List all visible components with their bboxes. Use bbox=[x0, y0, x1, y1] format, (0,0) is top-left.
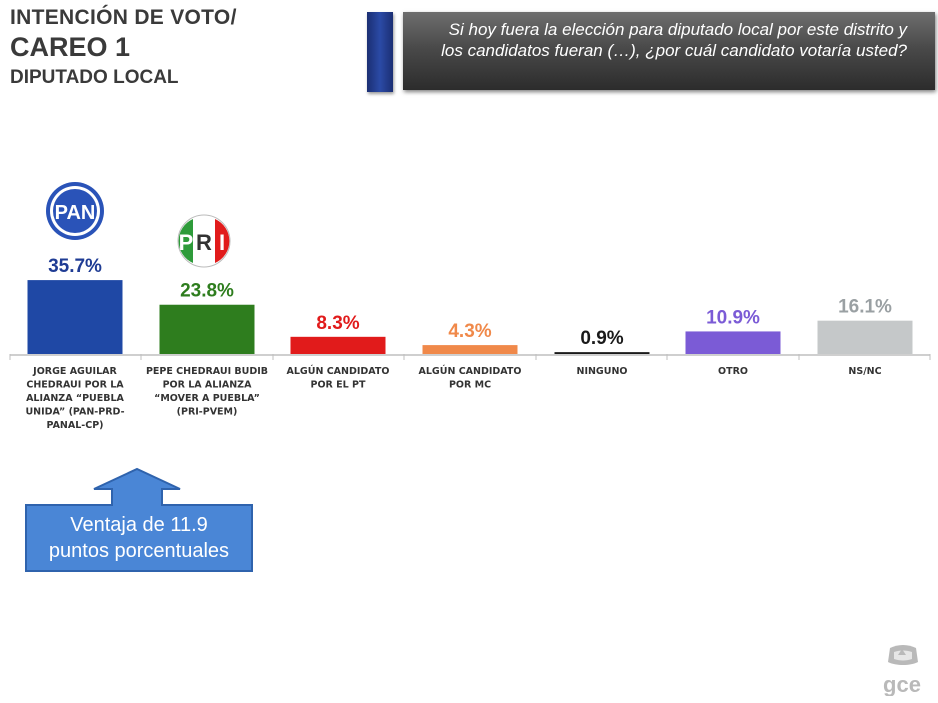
bars-layer: 35.7% 23.8% 8.3% 4.3% 0.9% 10.9% 16.1% bbox=[27, 256, 913, 354]
category-label: ALGÚN CANDIDATO POR EL PT bbox=[287, 365, 390, 391]
category-label: JORGE AGUILAR CHEDRAUI POR LA ALIANZA “PUE… bbox=[25, 366, 124, 431]
pri-letter-p: P bbox=[179, 230, 194, 255]
category-label-line: OTRO bbox=[718, 366, 748, 377]
category-label-line: POR EL PT bbox=[311, 380, 366, 391]
category-label-line: ALGÚN CANDIDATO bbox=[287, 365, 390, 377]
bar bbox=[817, 320, 913, 354]
bar bbox=[685, 331, 781, 354]
category-label: ALGÚN CANDIDATO POR MC bbox=[419, 365, 522, 391]
gce-logo-text: gce bbox=[883, 672, 921, 696]
callout-text: Ventaja de 11.9 puntos porcentuales bbox=[28, 512, 250, 564]
category-label: NS/NC bbox=[848, 366, 881, 377]
pan-logo-text: PAN bbox=[55, 202, 96, 224]
bar-value-label: 23.8% bbox=[180, 281, 234, 302]
category-label-line: UNIDA” (PAN-PRD- bbox=[25, 407, 124, 418]
category-label: NINGUNO bbox=[577, 366, 628, 377]
callout-arrow-shape bbox=[25, 467, 253, 572]
pri-letter-i: I bbox=[219, 230, 225, 255]
category-labels: JORGE AGUILAR CHEDRAUI POR LA ALIANZA “PUE… bbox=[25, 365, 881, 431]
gce-logo-icon: gce bbox=[883, 645, 921, 696]
category-label: PEPE CHEDRAUI BUDIB POR LA ALIANZA “MOVER … bbox=[146, 366, 268, 418]
callout-text-line-2: puntos porcentuales bbox=[48, 540, 230, 562]
title-block: INTENCIÓN DE VOTO/ CAREO 1 DIPUTADO LOCA… bbox=[10, 6, 237, 89]
x-axis-ticks bbox=[9, 354, 931, 360]
category-label-line: “MOVER A PUEBLA” bbox=[154, 393, 260, 404]
category-label-line: ALIANZA “PUEBLA bbox=[26, 393, 124, 404]
pan-logo-icon: PAN bbox=[46, 182, 104, 240]
category-label-line: JORGE AGUILAR bbox=[32, 366, 117, 377]
category-label-line: ALGÚN CANDIDATO bbox=[419, 365, 522, 377]
title-line-2: CAREO 1 bbox=[10, 32, 131, 62]
title-line-1: INTENCIÓN DE VOTO/ bbox=[10, 6, 237, 29]
category-label-line: (PRI-PVEM) bbox=[177, 407, 238, 418]
bar-value-label: 4.3% bbox=[448, 321, 491, 342]
category-label-line: POR MC bbox=[449, 380, 491, 391]
accent-bar bbox=[367, 12, 393, 92]
category-label-line: NS/NC bbox=[848, 366, 881, 377]
category-label-line: POR LA ALIANZA bbox=[163, 380, 253, 391]
bar-value-label: 16.1% bbox=[838, 297, 892, 318]
category-label-line: CHEDRAUI POR LA bbox=[26, 380, 124, 391]
advantage-callout: Ventaja de 11.9 puntos porcentuales bbox=[24, 467, 254, 573]
pri-letter-r: R bbox=[196, 230, 212, 255]
bar bbox=[554, 352, 650, 354]
bar bbox=[290, 336, 386, 354]
category-label: OTRO bbox=[718, 366, 748, 377]
category-label-line: NINGUNO bbox=[577, 366, 628, 377]
callout-text-line-1: Ventaja de 11.9 bbox=[70, 514, 208, 536]
bar bbox=[159, 304, 255, 354]
category-label-line: PANAL-CP) bbox=[46, 420, 103, 431]
bar-value-label: 0.9% bbox=[580, 328, 623, 349]
bar-value-label: 35.7% bbox=[48, 256, 102, 277]
bar-value-label: 8.3% bbox=[316, 313, 359, 334]
pri-logo-icon: P R I bbox=[177, 214, 231, 268]
bar bbox=[422, 345, 518, 354]
bar bbox=[27, 280, 123, 354]
question-box: Si hoy fuera la elección para diputado l… bbox=[403, 12, 935, 90]
question-text: Si hoy fuera la elección para diputado l… bbox=[441, 20, 907, 60]
bar-value-label: 10.9% bbox=[706, 307, 760, 328]
category-label-line: PEPE CHEDRAUI BUDIB bbox=[146, 366, 268, 377]
title-line-3: DIPUTADO LOCAL bbox=[10, 67, 179, 88]
